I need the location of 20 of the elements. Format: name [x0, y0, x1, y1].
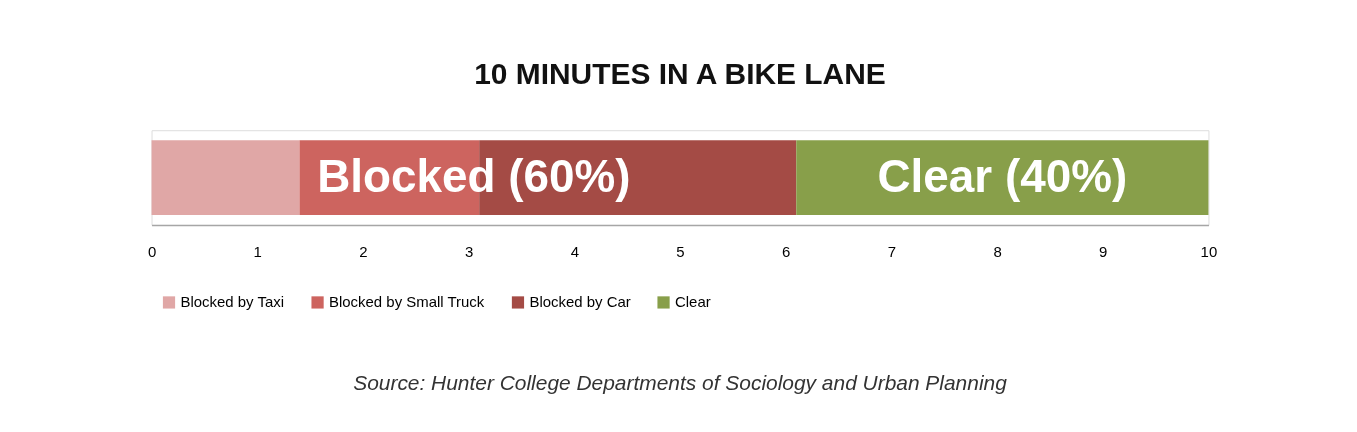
x-tick-label: 1 — [253, 243, 262, 261]
source-note: Source: Hunter College Departments of Sociology and Urban Planning — [353, 371, 1008, 395]
x-tick-label: 0 — [147, 243, 157, 261]
legend-label: Clear — [675, 293, 711, 311]
x-tick-label: 9 — [1099, 243, 1108, 261]
bar — [151, 140, 300, 215]
x-tick-label: 2 — [359, 243, 368, 261]
x-tick-label: 6 — [782, 243, 791, 261]
x-tick-label: 5 — [676, 243, 685, 261]
legend-label: Blocked by Car — [529, 293, 631, 311]
chart-title: 10 MINUTES IN A BIKE LANE — [474, 57, 886, 91]
x-tick-label: 4 — [570, 243, 579, 261]
legend-label: Blocked by Small Truck — [329, 293, 485, 311]
annotation: Clear (40%) — [877, 149, 1128, 202]
legend-label: Blocked by Taxi — [180, 293, 284, 311]
x-tick-label: 10 — [1200, 243, 1218, 261]
x-tick-label: 3 — [464, 243, 474, 261]
annotation: Blocked (60%) — [317, 149, 631, 202]
x-tick-label: 7 — [887, 243, 897, 261]
x-tick-label: 8 — [993, 243, 1002, 261]
